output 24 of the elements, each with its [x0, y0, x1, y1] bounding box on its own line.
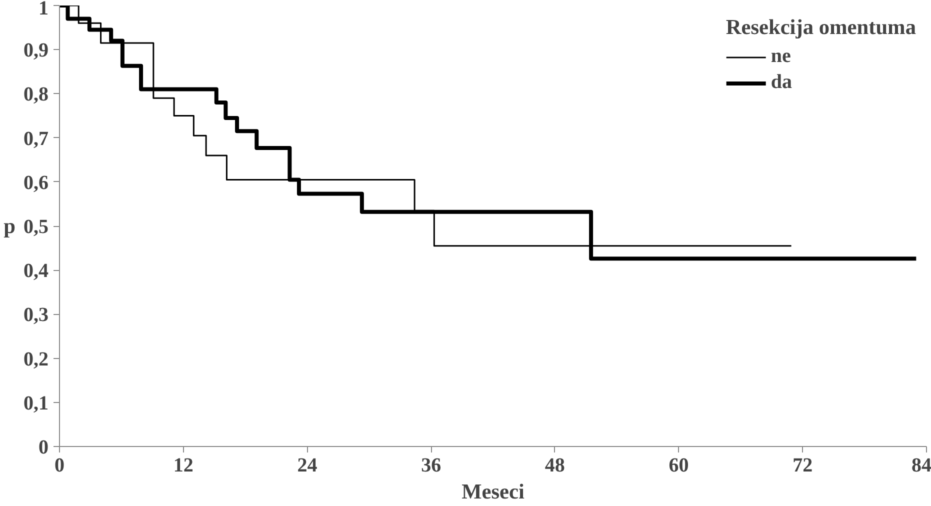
x-axis-title: Meseci: [462, 480, 524, 504]
y-tick-label: 0,5: [24, 216, 48, 238]
y-tick-label: 0,6: [24, 172, 48, 194]
y-tick-label: 0,7: [24, 128, 48, 150]
legend-label: da: [770, 71, 792, 94]
x-tick-label: 0: [54, 454, 64, 476]
y-tick-label: 0,8: [24, 84, 48, 106]
x-tick-label: 24: [297, 454, 318, 476]
legend-title: Resekcija omentuma: [726, 15, 916, 40]
legend-label: ne: [770, 45, 791, 68]
x-tick-label: 84: [912, 454, 931, 476]
y-tick-label: 1: [38, 0, 48, 20]
x-tick-label: 12: [173, 454, 194, 476]
x-tick-label: 48: [544, 454, 565, 476]
x-tick-label: 36: [421, 454, 442, 476]
y-tick-label: 0,9: [24, 40, 48, 62]
y-tick-label: 0,1: [24, 392, 48, 414]
x-tick-label: 60: [668, 454, 689, 476]
y-axis-title: p: [4, 214, 16, 238]
x-tick-label: 72: [792, 454, 813, 476]
y-tick-label: 0,2: [24, 348, 48, 370]
y-tick-label: 0: [38, 436, 48, 458]
y-tick-label: 0,4: [24, 260, 48, 282]
y-tick-label: 0,3: [24, 304, 48, 326]
